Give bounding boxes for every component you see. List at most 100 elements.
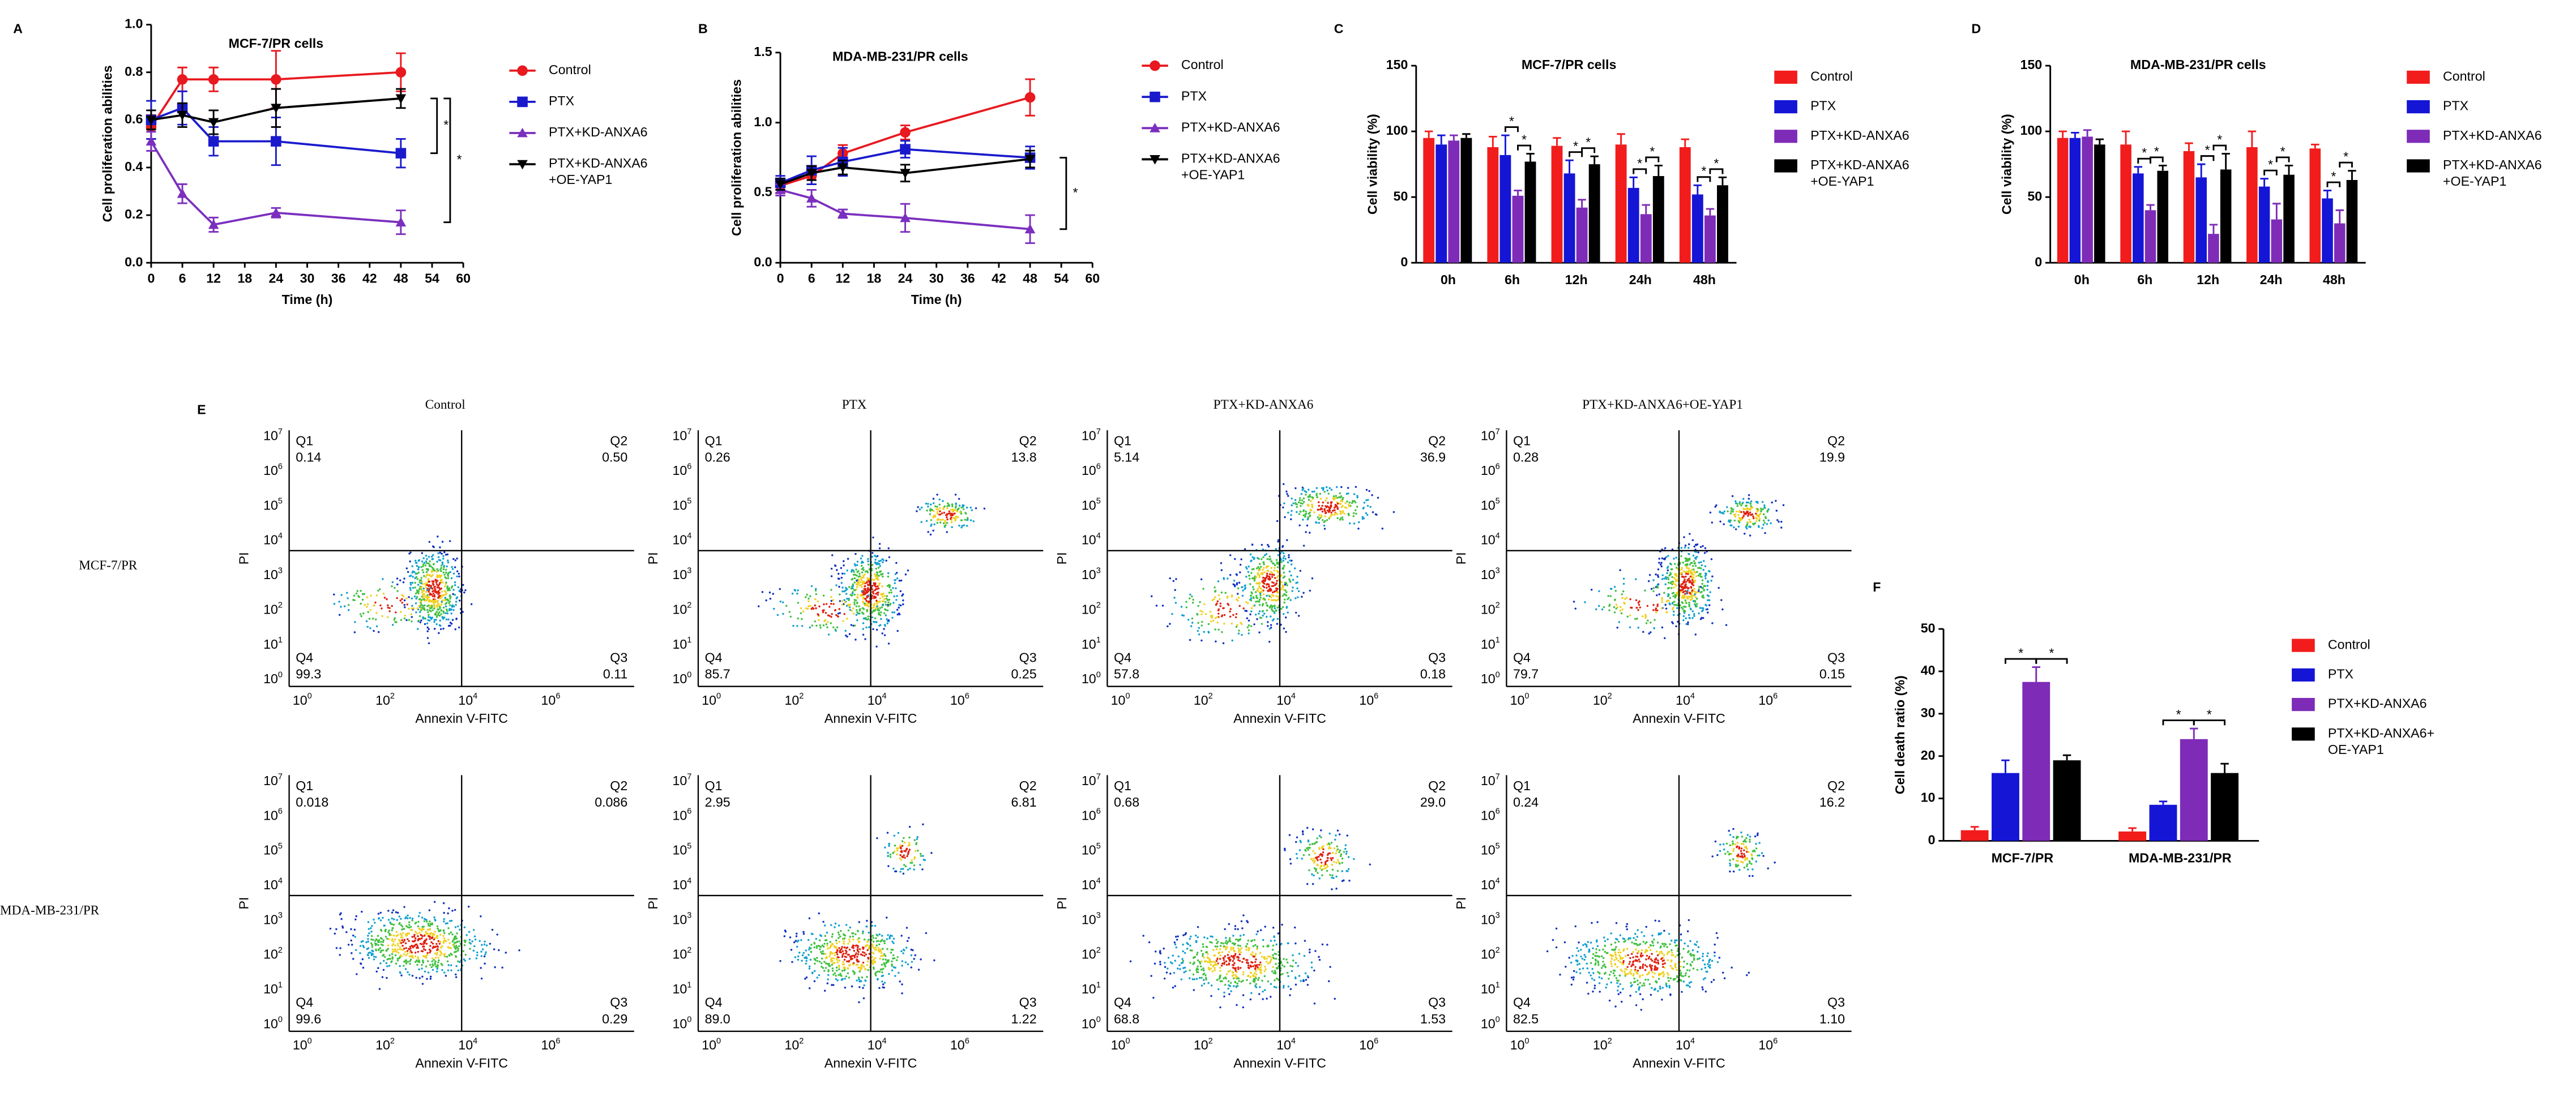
event-dot — [1308, 512, 1310, 515]
event-dot — [1758, 519, 1761, 522]
event-dot — [424, 623, 426, 625]
event-dot — [1731, 495, 1734, 498]
event-dot — [445, 582, 447, 585]
event-dot — [910, 966, 913, 969]
event-dot — [1656, 584, 1659, 586]
event-dot — [1667, 576, 1669, 579]
event-dot — [1268, 579, 1271, 581]
event-dot — [862, 575, 865, 577]
y-tick-label: 50 — [1393, 188, 1408, 203]
event-dot — [1670, 587, 1673, 589]
event-dot — [372, 939, 374, 941]
event-dot — [816, 976, 819, 979]
event-dot — [1746, 511, 1748, 513]
event-dot — [899, 844, 902, 846]
event-dot — [900, 850, 902, 853]
event-dot — [1709, 591, 1711, 593]
event-dot — [421, 552, 424, 554]
event-dot — [874, 924, 877, 927]
event-dot — [891, 965, 894, 967]
event-dot — [924, 859, 926, 862]
event-dot — [1221, 614, 1224, 616]
event-dot — [958, 507, 960, 509]
event-dot — [443, 932, 446, 935]
bar — [2183, 151, 2195, 263]
event-dot — [845, 947, 848, 949]
event-dot — [864, 602, 866, 605]
event-dot — [1185, 601, 1187, 603]
event-dot — [758, 605, 760, 607]
event-dot — [1297, 501, 1300, 504]
bar — [1448, 140, 1460, 263]
event-dot — [407, 971, 409, 974]
event-dot — [1635, 599, 1638, 602]
event-dot — [1682, 619, 1685, 622]
tick-base: 10 — [263, 947, 278, 962]
event-dot — [1694, 633, 1697, 636]
event-dot — [818, 605, 821, 608]
event-dot — [1271, 572, 1274, 575]
event-dot — [1598, 590, 1600, 593]
event-dot — [1771, 502, 1773, 504]
event-dot — [1285, 591, 1288, 593]
event-dot — [417, 915, 420, 918]
event-dot — [1215, 640, 1217, 642]
event-dot — [845, 950, 848, 953]
event-dot — [961, 525, 963, 527]
error-bar — [1437, 134, 1446, 145]
tick-label: 103 — [673, 566, 692, 582]
event-dot — [893, 834, 896, 837]
tick-exponent: 7 — [1496, 427, 1500, 436]
event-dot — [347, 597, 349, 599]
event-dot — [888, 843, 890, 845]
event-dot — [1736, 503, 1738, 505]
event-dot — [866, 592, 868, 594]
event-dot — [1657, 576, 1660, 578]
event-dot — [849, 926, 852, 929]
event-dot — [902, 856, 904, 859]
event-dot — [484, 953, 486, 955]
marker — [1024, 224, 1036, 234]
event-dot — [884, 595, 886, 597]
event-dot — [801, 625, 804, 627]
event-dot — [1646, 605, 1649, 607]
event-dot — [860, 557, 862, 560]
event-dot — [1650, 631, 1652, 633]
y-tick-label: 0.6 — [125, 112, 143, 126]
event-dot — [1280, 607, 1283, 610]
event-dot — [784, 929, 787, 932]
error-bar — [2272, 203, 2281, 220]
tick-exponent: 0 — [1524, 692, 1529, 701]
event-dot — [1708, 604, 1711, 606]
event-dot — [891, 935, 893, 937]
event-dot — [883, 628, 885, 630]
flow-plot — [758, 494, 986, 648]
event-dot — [446, 565, 448, 568]
error-bar — [1718, 176, 1727, 186]
event-dot — [464, 959, 467, 962]
event-dot — [458, 575, 460, 578]
event-dot — [1287, 495, 1289, 497]
event-dot — [404, 942, 407, 945]
event-dot — [1273, 590, 1276, 593]
event-dot — [905, 946, 908, 949]
event-dot — [405, 597, 408, 599]
event-dot — [823, 989, 826, 992]
event-dot — [422, 961, 424, 963]
event-dot — [939, 513, 942, 516]
event-dot — [434, 957, 437, 959]
event-dot — [433, 569, 436, 572]
event-dot — [862, 966, 865, 968]
error-bar — [2185, 142, 2193, 151]
event-dot — [435, 604, 438, 607]
event-dot — [371, 946, 374, 948]
event-dot — [1319, 492, 1322, 495]
event-dot — [1286, 539, 1288, 541]
event-dot — [1265, 553, 1268, 555]
tick-base: 10 — [673, 982, 687, 996]
event-dot — [894, 966, 896, 969]
event-dot — [407, 917, 409, 920]
event-dot — [1656, 609, 1659, 612]
legend-swatch — [2407, 70, 2430, 84]
y-axis-label: Cell viability (%) — [1365, 114, 1379, 215]
